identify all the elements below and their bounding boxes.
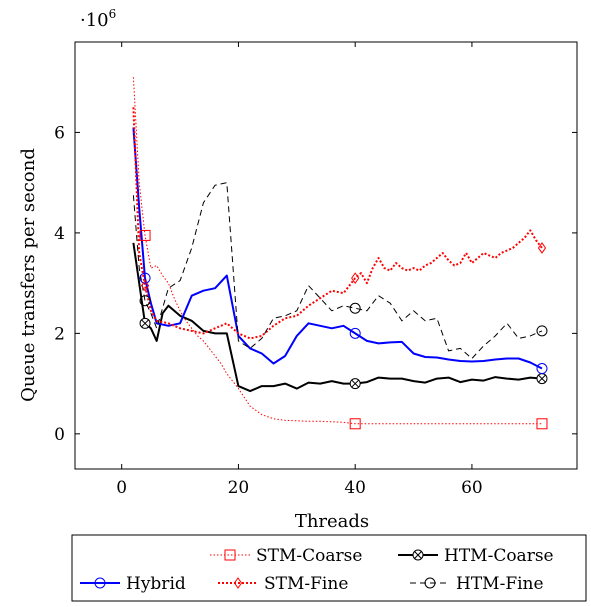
data-point-hybrid bbox=[349, 327, 361, 339]
series-markers bbox=[139, 229, 548, 430]
series-line-stm-fine bbox=[132, 107, 543, 340]
series-lines bbox=[132, 77, 543, 425]
legend-item-stm-fine: STM-Fine bbox=[218, 574, 348, 594]
y-tick-label: 4 bbox=[54, 224, 65, 244]
legend-marker bbox=[94, 577, 106, 589]
legend-item-stm-coarse: STM-Coarse bbox=[210, 546, 362, 566]
legend-label: STM-Fine bbox=[264, 574, 348, 594]
data-point-htm-fine bbox=[349, 302, 361, 314]
data-point-htm-coarse bbox=[349, 378, 361, 390]
series-line-stm-coarse bbox=[132, 77, 542, 425]
series-line-hybrid bbox=[132, 127, 543, 370]
x-tick-label: 0 bbox=[116, 478, 127, 498]
data-point-htm-coarse bbox=[139, 317, 151, 329]
x-axis-label: Threads bbox=[295, 511, 369, 532]
legend-label: HTM-Coarse bbox=[444, 546, 554, 566]
y-tick-label: 2 bbox=[54, 324, 65, 344]
data-point-hybrid bbox=[536, 363, 548, 375]
legend: STM-Coarse HTM-Coarse Hybrid STM-Fine HTM-Fi… bbox=[71, 534, 587, 602]
axes: 0 20 40 60 0 2 4 6 bbox=[54, 41, 578, 498]
y-axis-label: Queue transfers per second bbox=[18, 148, 39, 402]
data-point-htm-coarse bbox=[536, 373, 548, 385]
data-point-stm-fine bbox=[351, 272, 360, 284]
data-point-htm-fine bbox=[139, 295, 151, 307]
data-point-htm-fine bbox=[536, 325, 548, 337]
legend-label: Hybrid bbox=[126, 574, 186, 594]
x-tick-label: 20 bbox=[228, 478, 250, 498]
data-point-stm-fine bbox=[537, 242, 547, 254]
legend-item-hybrid: Hybrid bbox=[80, 574, 186, 594]
data-point-stm-coarse bbox=[349, 418, 361, 430]
y-tick-label: 6 bbox=[54, 123, 65, 143]
series-line-htm-fine bbox=[132, 182, 543, 359]
x-tick-label: 60 bbox=[461, 478, 483, 498]
legend-item-htm-coarse: HTM-Coarse bbox=[398, 546, 554, 566]
legend-item-htm-fine: HTM-Fine bbox=[410, 574, 544, 594]
plot-frame bbox=[74, 41, 578, 470]
series-line-htm-coarse bbox=[132, 242, 543, 393]
data-point-stm-coarse bbox=[536, 418, 548, 430]
legend-marker bbox=[224, 549, 236, 561]
x-tick-label: 40 bbox=[344, 478, 366, 498]
legend-marker bbox=[233, 577, 243, 589]
data-point-stm-fine bbox=[140, 279, 150, 292]
data-point-hybrid bbox=[139, 272, 151, 284]
y-tick-label: 0 bbox=[54, 425, 65, 445]
legend-box bbox=[71, 534, 587, 602]
legend-marker bbox=[412, 549, 424, 561]
legend-label: STM-Coarse bbox=[256, 546, 362, 566]
legend-marker bbox=[424, 577, 436, 589]
y-multiplier-label: ·106 bbox=[80, 7, 116, 31]
legend-label: HTM-Fine bbox=[456, 574, 544, 594]
data-point-stm-coarse bbox=[139, 229, 151, 241]
